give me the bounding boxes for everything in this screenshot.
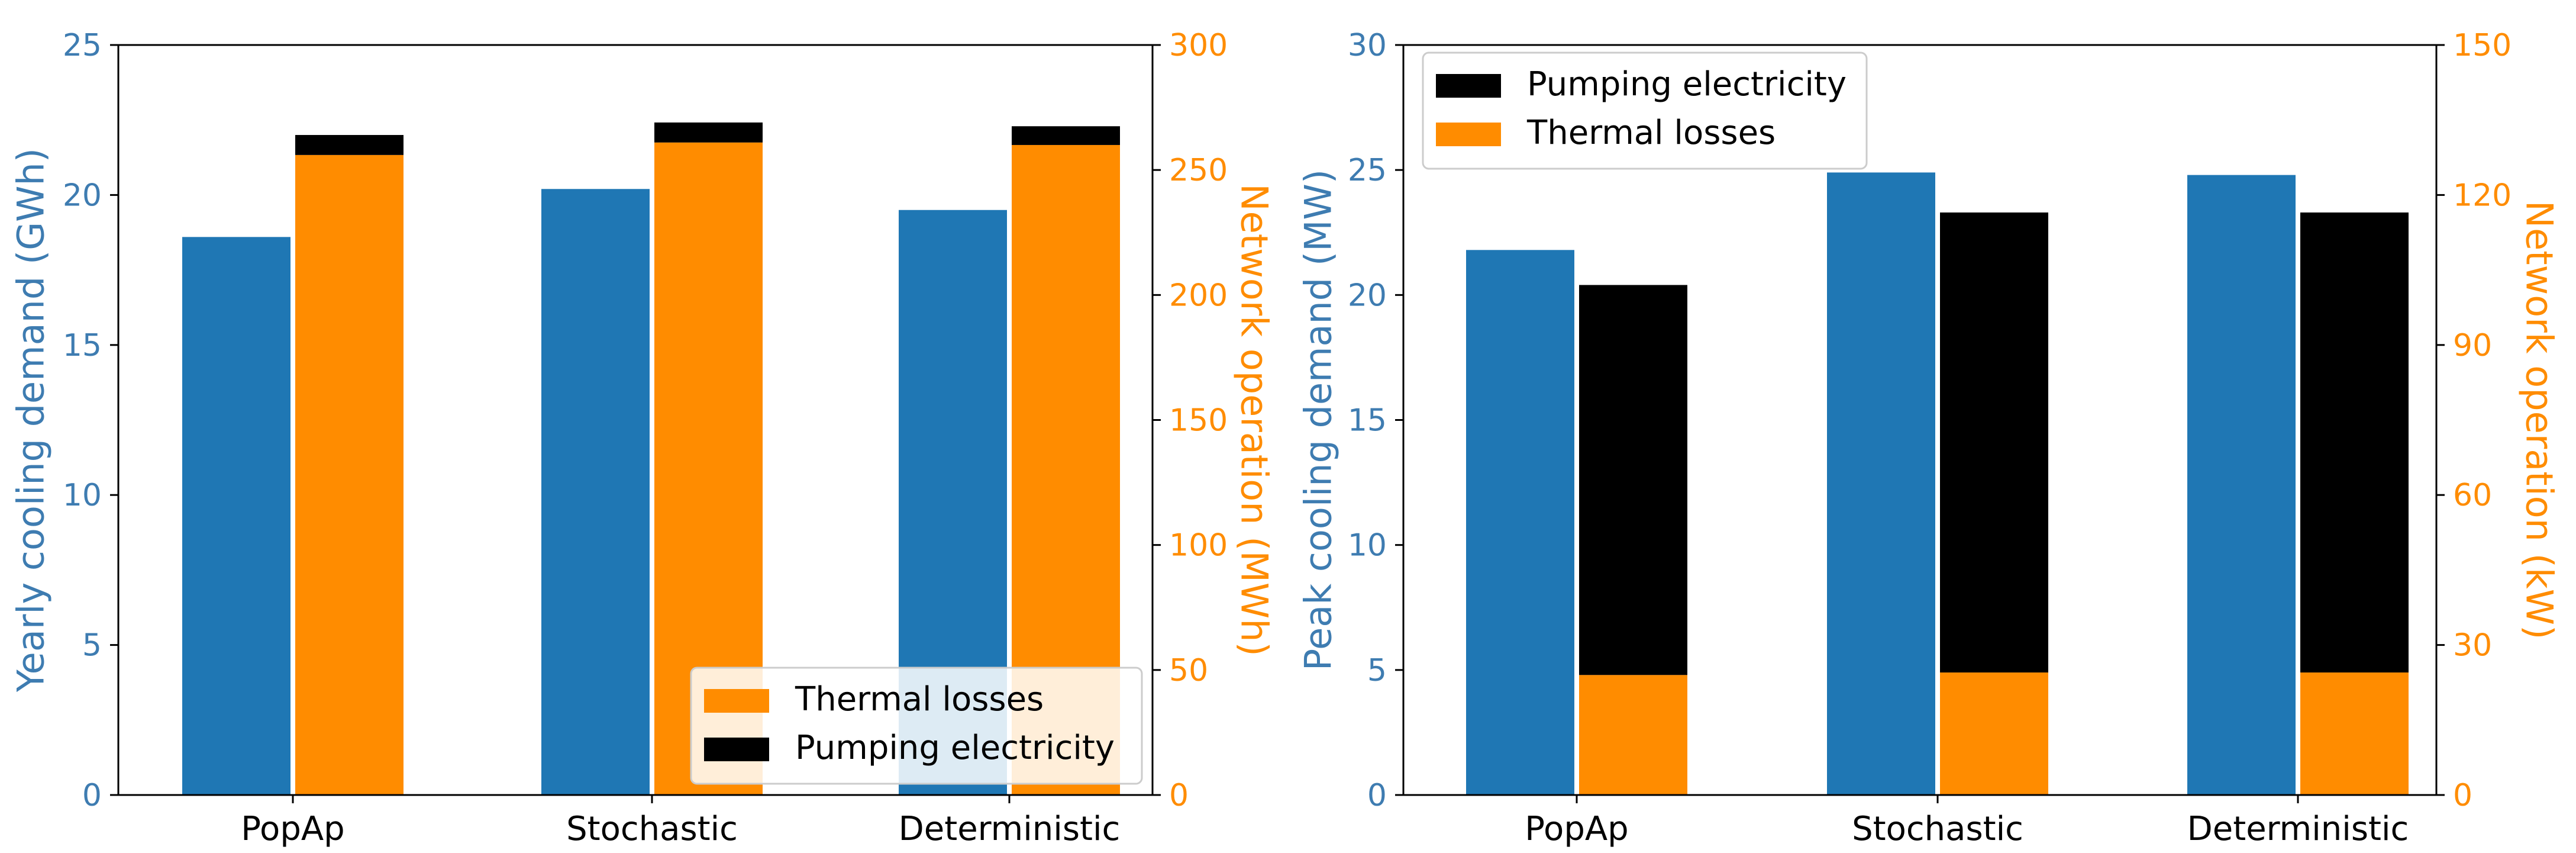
x-tick-label: Stochastic	[1852, 810, 2023, 848]
y-axis-label: Peak cooling demand (MW)	[1297, 169, 1340, 671]
y2-tick-label: 150	[2453, 28, 2512, 63]
peak-chart: PopAp Stochastic Deterministic 0 5 10 15 20 25 30…	[1297, 28, 2561, 848]
x-tick-label: Stochastic	[566, 810, 738, 848]
y2-tick-label: 0	[2453, 778, 2472, 813]
y2-tick-label: 50	[1169, 653, 1208, 688]
y2-tick-label: 120	[2453, 178, 2512, 213]
y2-axis-label: Network operation (MWh)	[1233, 184, 1276, 656]
legend-swatch	[704, 738, 769, 761]
legend-box	[1422, 51, 1868, 170]
pumping-electricity-bar	[295, 135, 403, 155]
legend-label: Pumping electricity	[1527, 65, 1847, 104]
y2-axis-label: Network operation (kW)	[2518, 201, 2561, 640]
y-tick-label: 15	[1348, 403, 1387, 439]
x-tick-label: Deterministic	[2187, 810, 2409, 848]
x-tick-label: Deterministic	[899, 810, 1121, 848]
y-tick-label: 10	[63, 478, 102, 513]
y2-tick-label: 300	[1169, 28, 1228, 63]
y-tick-label: 0	[82, 778, 102, 813]
thermal-losses-bar	[2300, 672, 2409, 795]
demand-bar	[541, 189, 650, 795]
y2-tick-label: 150	[1169, 403, 1228, 439]
y-tick-label: 10	[1348, 528, 1387, 564]
legend: Pumping electricity Thermal losses	[1422, 51, 1868, 170]
pumping-electricity-bar	[1579, 285, 1687, 675]
y-tick-label: 5	[82, 628, 102, 664]
y-tick-label: 0	[1367, 778, 1387, 813]
legend-box	[690, 667, 1143, 785]
thermal-losses-bar	[1940, 672, 2048, 795]
y-tick-label: 5	[1367, 653, 1387, 688]
legend-swatch	[1436, 123, 1501, 146]
y-tick-label: 20	[1348, 278, 1387, 313]
legend-label: Pumping electricity	[795, 729, 1115, 767]
pumping-electricity-bar	[2300, 212, 2409, 673]
legend-swatch	[704, 689, 769, 713]
y2-tick-label: 250	[1169, 153, 1228, 188]
legend-label: Thermal losses	[1526, 114, 1776, 152]
thermal-losses-bar	[1579, 675, 1687, 795]
y2-tick-label: 0	[1169, 778, 1189, 813]
y-tick-label: 30	[1348, 28, 1387, 63]
demand-bar	[1466, 250, 1574, 795]
legend-label: Thermal losses	[795, 680, 1044, 719]
y-tick-label: 20	[63, 178, 102, 213]
thermal-losses-bar	[295, 154, 403, 795]
x-tick-label: PopAp	[1525, 810, 1628, 848]
pumping-electricity-bar	[654, 122, 763, 143]
y2-tick-label: 100	[1169, 528, 1228, 564]
pumping-electricity-bar	[1940, 212, 2048, 673]
yearly-chart: PopAp Stochastic Deterministic051015202505…	[9, 28, 1276, 848]
y-tick-label: 15	[63, 328, 102, 363]
pumping-electricity-bar	[1012, 126, 1120, 145]
y-axis-label: Yearly cooling demand (GWh)	[9, 148, 53, 693]
y-tick-label: 25	[63, 28, 102, 63]
y-tick-label: 25	[1348, 153, 1387, 188]
demand-bar	[182, 237, 290, 795]
demand-bar	[1827, 172, 1935, 795]
y2-tick-label: 90	[2453, 328, 2492, 363]
demand-bar	[2187, 175, 2296, 796]
y2-tick-label: 200	[1169, 278, 1228, 313]
x-tick-label: PopAp	[241, 810, 344, 848]
legend-swatch	[1436, 74, 1501, 98]
y2-tick-label: 60	[2453, 478, 2492, 513]
y2-tick-label: 30	[2453, 628, 2492, 664]
legend: Thermal losses Pumping electricity	[690, 667, 1143, 785]
